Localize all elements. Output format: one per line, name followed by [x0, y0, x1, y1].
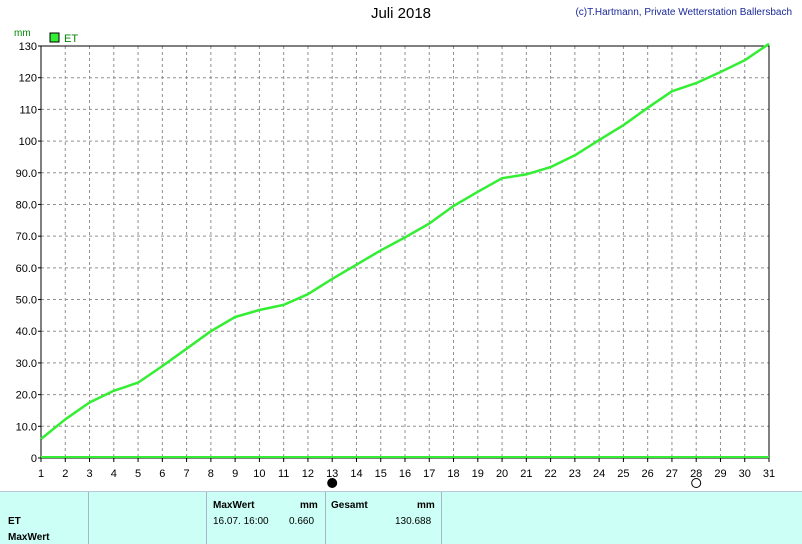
y-tick-label: 10.0 [16, 421, 37, 433]
gesamt-header: Gesamt [331, 500, 368, 511]
legend-label[interactable]: ET [64, 33, 78, 45]
maxwert-date: 16.07. 16:00 [213, 516, 269, 527]
gesamt-value: 130.688 [395, 516, 432, 527]
x-tick-label: 10 [253, 468, 265, 480]
y-tick-label: 60.0 [16, 263, 37, 275]
maxwert-unit: mm [300, 500, 318, 511]
x-tick-label: 21 [520, 468, 532, 480]
axes [38, 45, 770, 462]
x-tick-label: 16 [399, 468, 411, 480]
x-tick-label: 3 [86, 468, 92, 480]
y-tick-label: 40.0 [16, 326, 37, 338]
x-tick-label: 20 [496, 468, 508, 480]
x-tick-label: 31 [763, 468, 775, 480]
y-tick-label: 30.0 [16, 358, 37, 370]
x-tick-label: 23 [569, 468, 581, 480]
gesamt-unit: mm [417, 500, 435, 511]
new-moon-icon [327, 478, 338, 488]
y-tick-label: 120 [19, 73, 37, 85]
x-tick-label: 8 [208, 468, 214, 480]
panel-divider [206, 492, 207, 544]
series-layer [40, 42, 770, 458]
x-tick-label: 1 [38, 468, 44, 480]
x-tick-label: 6 [159, 468, 165, 480]
y-tick-label: 90.0 [16, 168, 37, 180]
x-tick-label: 14 [350, 468, 362, 480]
x-tick-label: 5 [135, 468, 141, 480]
y-tick-label: 100 [19, 136, 37, 148]
y-tick-label: 0 [31, 453, 37, 465]
y-tick-label: 130 [19, 41, 37, 53]
row-label-maxwert: MaxWert [8, 532, 50, 543]
x-tick-label: 17 [423, 468, 435, 480]
x-tick-label: 11 [278, 468, 289, 480]
panel-divider [88, 492, 89, 544]
legend[interactable]: ET [49, 32, 78, 45]
x-tick-label: 27 [666, 468, 678, 480]
maxwert-value: 0.660 [289, 516, 315, 527]
x-tick-label: 12 [302, 468, 314, 480]
x-tick-label: 22 [544, 468, 556, 480]
y-tick-label: 20.0 [16, 390, 37, 402]
row-label-et: ET [8, 516, 21, 527]
chart-title: Juli 2018 [370, 5, 432, 22]
x-tick-label: 15 [375, 468, 387, 480]
y-tick-label: 80.0 [16, 199, 37, 211]
panel-divider [441, 492, 442, 544]
y-tick-label: 50.0 [16, 295, 37, 307]
y-tick-label: 110 [19, 104, 37, 116]
x-tick-label: 29 [714, 468, 726, 480]
copyright-text: (c)T.Hartmann, Private Wetterstation Bal… [575, 7, 792, 18]
y-axis-unit-label: mm [14, 28, 31, 39]
full-moon-icon [691, 478, 702, 488]
x-tick-label: 18 [447, 468, 459, 480]
legend-swatch[interactable] [49, 32, 60, 43]
moon-markers [327, 478, 702, 488]
x-tick-label: 30 [739, 468, 751, 480]
x-tick-label: 24 [593, 468, 605, 480]
x-tick-label: 7 [184, 468, 190, 480]
panel-divider [325, 492, 326, 544]
grid [41, 46, 769, 458]
x-tick-label: 28 [690, 468, 702, 480]
x-tick-label: 25 [617, 468, 629, 480]
x-tick-label: 4 [111, 468, 117, 480]
series-line-et [40, 42, 770, 440]
info-panel: ET MaxWert MaxWert mm 16.07. 16:00 0.660… [0, 491, 802, 544]
x-tick-label: 13 [326, 468, 338, 480]
et-chart: 0 10.0 20.0 30.0 40.0 50.0 60.0 70.0 80.0 90.0 100… [14, 28, 775, 488]
x-tick-label: 26 [642, 468, 654, 480]
x-tick-label: 9 [232, 468, 238, 480]
maxwert-header: MaxWert [213, 500, 255, 511]
x-tick-label: 2 [62, 468, 68, 480]
y-tick-label: 70.0 [16, 231, 37, 243]
x-tick-label: 19 [472, 468, 484, 480]
tick-labels: 0 10.0 20.0 30.0 40.0 50.0 60.0 70.0 80.0 90.0 100… [14, 28, 775, 480]
